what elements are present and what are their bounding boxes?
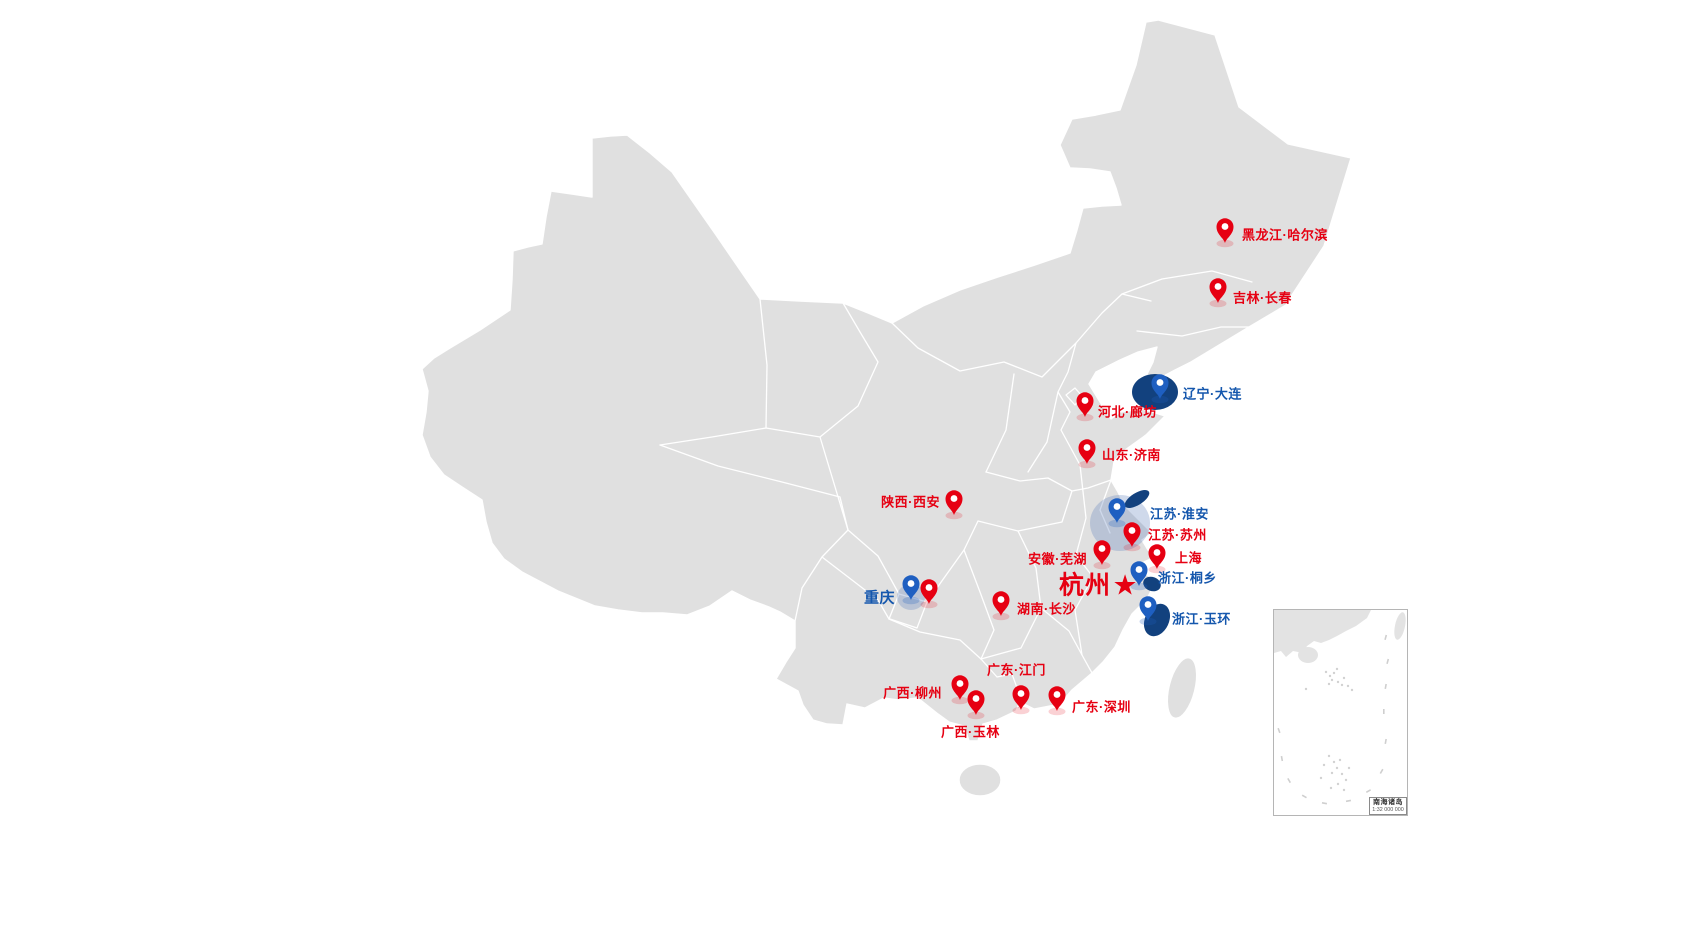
pin-label-langfang: 河北·廊坊 — [1098, 404, 1157, 420]
pin-label-changchun: 吉林·长春 — [1233, 290, 1292, 306]
pin-label-jiangmen: 广东·江门 — [987, 662, 1046, 678]
pin-label-yuhuan: 浙江·玉环 — [1172, 611, 1231, 627]
pin-label-changsha: 湖南·长沙 — [1017, 601, 1076, 617]
pin-label-harbin: 黑龙江·哈尔滨 — [1242, 227, 1328, 243]
pin-label-jinan: 山东·济南 — [1102, 447, 1161, 463]
pin-label-dalian: 辽宁·大连 — [1183, 386, 1242, 402]
map-pin-liuzhou[interactable] — [945, 667, 975, 705]
map-pin-shenzhen[interactable] — [1042, 678, 1072, 716]
pin-label-huaian: 江苏·淮安 — [1150, 506, 1209, 522]
map-pin-changsha[interactable] — [986, 583, 1016, 621]
pin-label-wuhu: 安徽·芜湖 — [1028, 551, 1087, 567]
inset-map-graphic — [1274, 610, 1406, 805]
map-pin-yuhuan[interactable] — [1133, 588, 1163, 626]
pin-label-xian: 陕西·西安 — [881, 494, 940, 510]
map-pin-suzhou[interactable] — [1117, 514, 1147, 552]
map-pin-chongqing[interactable] — [896, 567, 926, 605]
pin-label-liuzhou: 广西·柳州 — [883, 685, 942, 701]
inset-title: 南海诸岛 — [1373, 799, 1403, 806]
province-borders — [659, 270, 1253, 712]
pin-label-shenzhen: 广东·深圳 — [1072, 699, 1131, 715]
china-map — [421, 19, 1352, 797]
hq-star-icon[interactable]: ★ — [1112, 569, 1138, 601]
pin-label-shanghai: 上海 — [1175, 550, 1203, 566]
south-china-sea-inset: 南海诸岛 1:32 000 000 — [1273, 609, 1408, 816]
pin-label-yulin: 广西·玉林 — [941, 724, 1000, 740]
map-pin-wuhu[interactable] — [1087, 532, 1117, 570]
hainan-island — [958, 763, 1002, 797]
inset-islands — [1304, 667, 1354, 792]
china-outline — [421, 19, 1352, 742]
taiwan-island — [1166, 657, 1198, 719]
pin-label-suzhou: 江苏·苏州 — [1148, 527, 1207, 543]
inset-title-box: 南海诸岛 1:32 000 000 — [1369, 797, 1407, 815]
map-pin-langfang[interactable] — [1070, 384, 1100, 422]
pin-label-tongxiang: 浙江·桐乡 — [1158, 570, 1217, 586]
hq-label: 杭州 — [1059, 571, 1112, 600]
map-pin-harbin[interactable] — [1210, 210, 1240, 248]
inset-scale: 1:32 000 000 — [1372, 807, 1404, 813]
inset-dash-line — [1277, 634, 1390, 805]
map-pin-jinan[interactable] — [1072, 431, 1102, 469]
map-pin-dalian[interactable] — [1145, 366, 1175, 404]
map-pin-changchun[interactable] — [1203, 270, 1233, 308]
map-pin-yulin[interactable] — [961, 682, 991, 720]
map-pin-jiangmen[interactable] — [1006, 677, 1036, 715]
map-pin-tongxiang[interactable] — [1124, 553, 1154, 591]
map-pin-chongqing-red[interactable] — [914, 571, 944, 609]
map-pin-huaian[interactable] — [1102, 490, 1132, 528]
pin-label-chongqing: 重庆 — [863, 589, 895, 607]
map-pin-xian[interactable] — [939, 482, 969, 520]
map-pin-shanghai[interactable] — [1142, 536, 1172, 574]
